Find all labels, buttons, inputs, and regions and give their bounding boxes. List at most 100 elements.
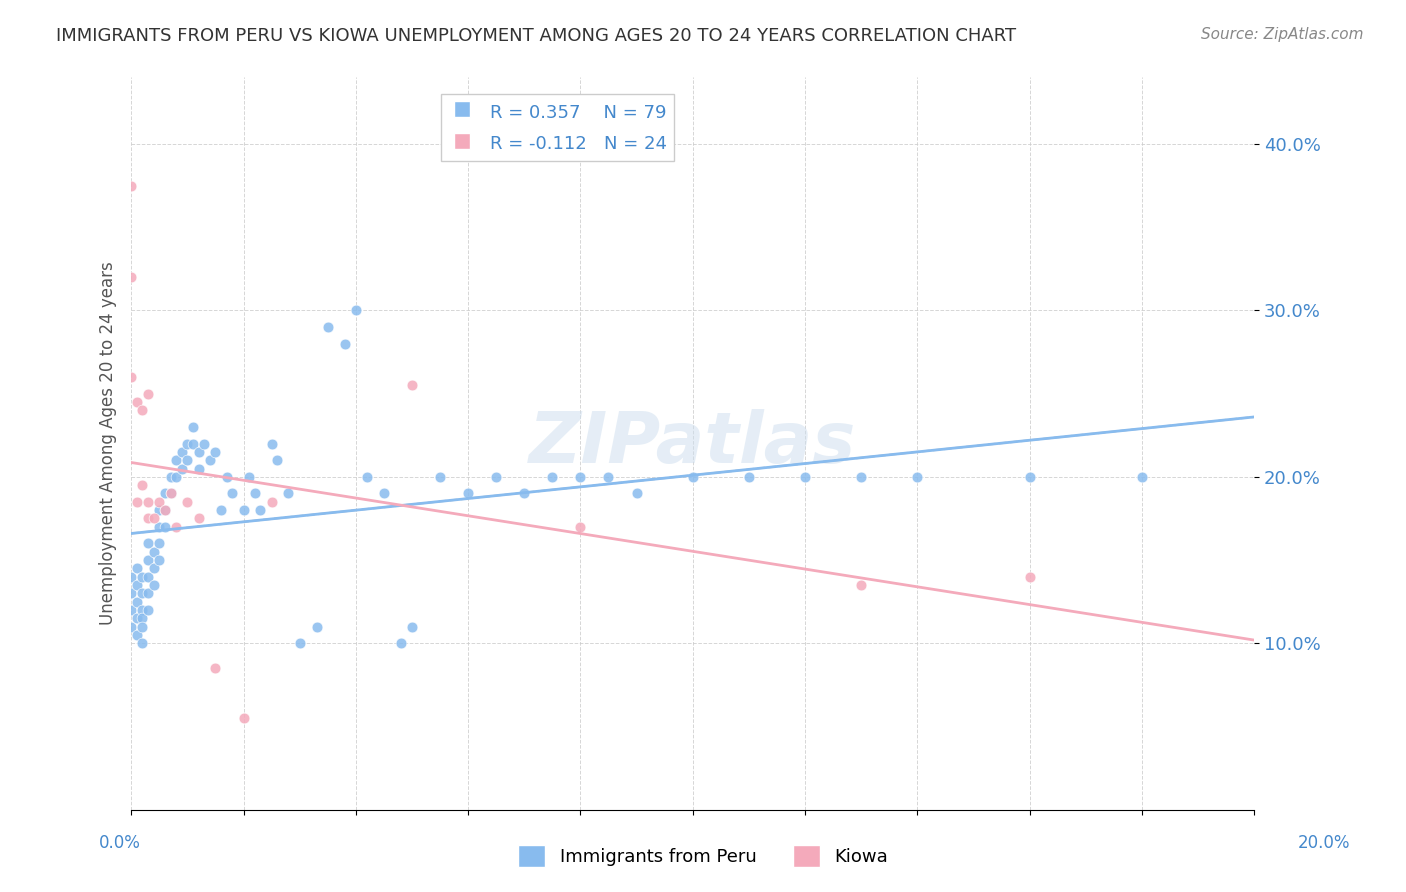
Point xyxy=(401,378,423,392)
Point xyxy=(569,470,592,484)
Point xyxy=(738,470,761,484)
Point xyxy=(176,495,198,509)
Point xyxy=(682,470,704,484)
Point xyxy=(120,603,142,617)
Point xyxy=(120,620,142,634)
Point xyxy=(148,520,170,534)
Point xyxy=(170,461,193,475)
Point xyxy=(142,561,165,575)
Point xyxy=(187,511,209,525)
Point xyxy=(249,503,271,517)
Point xyxy=(153,520,176,534)
Point xyxy=(142,511,165,525)
Point xyxy=(125,561,148,575)
Text: 20.0%: 20.0% xyxy=(1298,834,1350,852)
Point xyxy=(148,503,170,517)
Text: 0.0%: 0.0% xyxy=(98,834,141,852)
Point xyxy=(176,436,198,450)
Point xyxy=(136,386,159,401)
Point xyxy=(120,178,142,193)
Point xyxy=(356,470,378,484)
Point xyxy=(159,486,181,500)
Point xyxy=(905,470,928,484)
Point xyxy=(181,420,204,434)
Point xyxy=(136,511,159,525)
Point xyxy=(131,611,153,625)
Point xyxy=(260,436,283,450)
Point xyxy=(243,486,266,500)
Point xyxy=(165,453,187,467)
Point xyxy=(165,520,187,534)
Point xyxy=(148,553,170,567)
Point xyxy=(333,336,356,351)
Point xyxy=(221,486,243,500)
Point xyxy=(598,470,620,484)
Point xyxy=(1018,470,1040,484)
Text: IMMIGRANTS FROM PERU VS KIOWA UNEMPLOYMENT AMONG AGES 20 TO 24 YEARS CORRELATION: IMMIGRANTS FROM PERU VS KIOWA UNEMPLOYME… xyxy=(56,27,1017,45)
Point xyxy=(305,620,328,634)
Point xyxy=(120,586,142,600)
Point xyxy=(120,370,142,384)
Point xyxy=(136,536,159,550)
Point xyxy=(198,453,221,467)
Point xyxy=(125,395,148,409)
Text: Source: ZipAtlas.com: Source: ZipAtlas.com xyxy=(1201,27,1364,42)
Point xyxy=(626,486,648,500)
Point xyxy=(288,636,311,650)
Y-axis label: Unemployment Among Ages 20 to 24 years: Unemployment Among Ages 20 to 24 years xyxy=(100,261,117,625)
Point xyxy=(153,503,176,517)
Point xyxy=(131,570,153,584)
Point xyxy=(569,520,592,534)
Point xyxy=(131,620,153,634)
Point xyxy=(131,603,153,617)
Point xyxy=(136,570,159,584)
Point xyxy=(260,495,283,509)
Point xyxy=(316,320,339,334)
Point xyxy=(204,661,226,675)
Point xyxy=(136,495,159,509)
Point xyxy=(148,495,170,509)
Point xyxy=(125,611,148,625)
Point xyxy=(541,470,564,484)
Point xyxy=(277,486,299,500)
Point xyxy=(209,503,232,517)
Point xyxy=(136,603,159,617)
Point xyxy=(159,486,181,500)
Point xyxy=(1130,470,1153,484)
Point xyxy=(170,445,193,459)
Point xyxy=(153,503,176,517)
Text: ZIPatlas: ZIPatlas xyxy=(529,409,856,478)
Point xyxy=(187,445,209,459)
Point xyxy=(125,578,148,592)
Point xyxy=(125,628,148,642)
Point xyxy=(142,545,165,559)
Point xyxy=(136,553,159,567)
Point xyxy=(187,461,209,475)
Point xyxy=(159,470,181,484)
Point xyxy=(136,586,159,600)
Point xyxy=(120,270,142,285)
Point xyxy=(131,403,153,417)
Point xyxy=(176,453,198,467)
Point xyxy=(181,436,204,450)
Point xyxy=(142,578,165,592)
Point xyxy=(457,486,479,500)
Point xyxy=(1018,570,1040,584)
Point xyxy=(485,470,508,484)
Point xyxy=(125,495,148,509)
Point xyxy=(794,470,817,484)
Point xyxy=(165,470,187,484)
Point xyxy=(125,595,148,609)
Point xyxy=(513,486,536,500)
Legend: R = 0.357    N = 79, R = -0.112   N = 24: R = 0.357 N = 79, R = -0.112 N = 24 xyxy=(441,94,675,161)
Point xyxy=(148,536,170,550)
Point xyxy=(153,486,176,500)
Point xyxy=(344,303,367,318)
Point xyxy=(193,436,215,450)
Point xyxy=(131,636,153,650)
Point xyxy=(131,586,153,600)
Point xyxy=(232,503,254,517)
Point xyxy=(429,470,451,484)
Point xyxy=(232,711,254,725)
Point xyxy=(204,445,226,459)
